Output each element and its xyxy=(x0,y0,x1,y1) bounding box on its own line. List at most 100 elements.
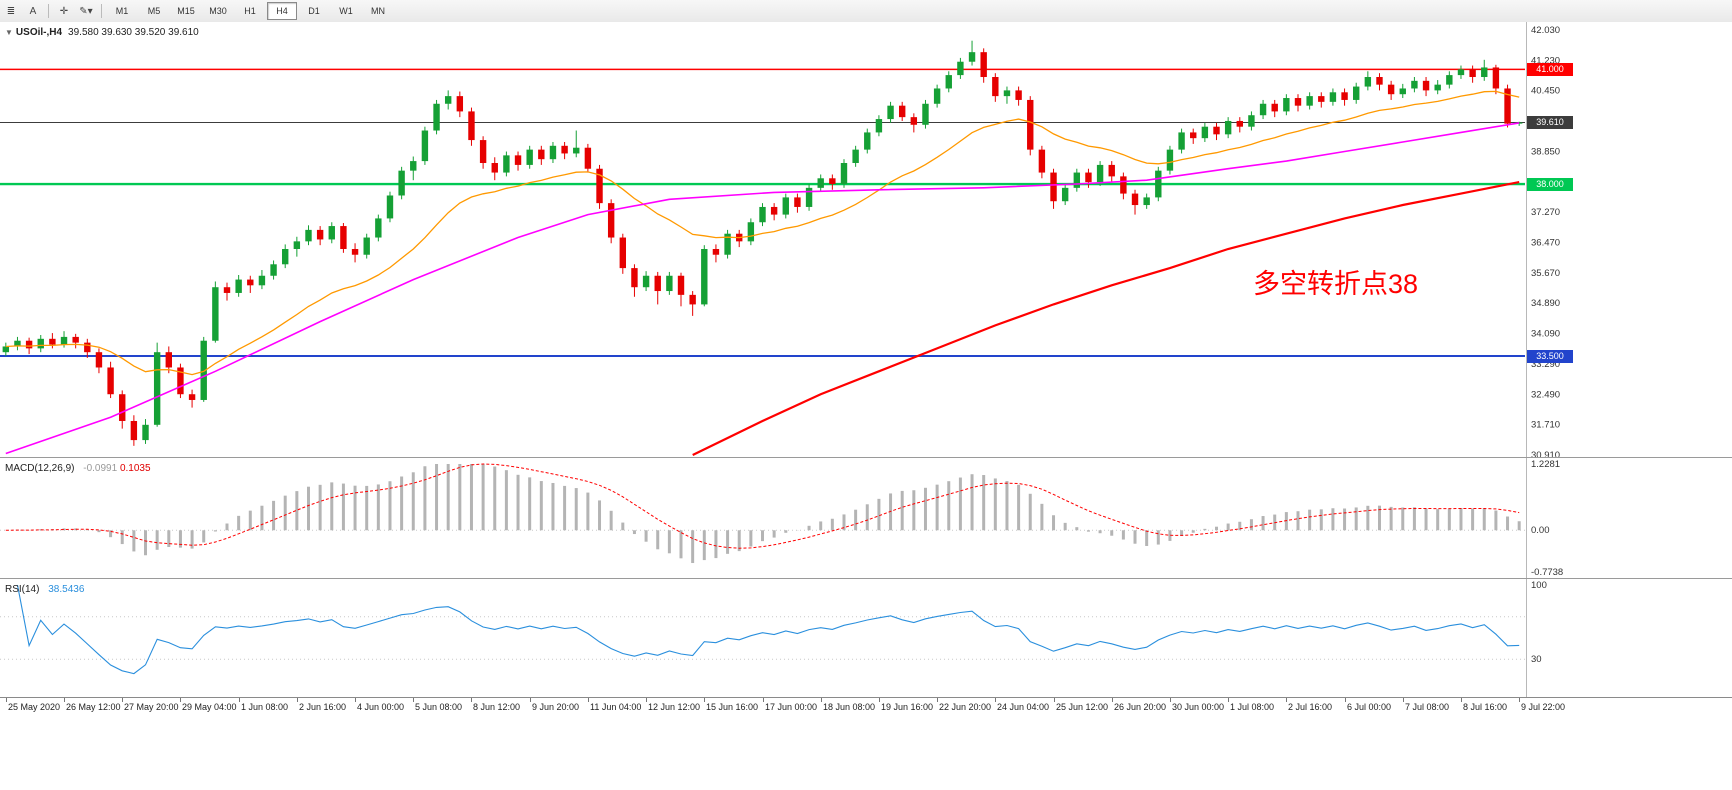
time-tick xyxy=(1403,698,1404,702)
timeframe-w1[interactable]: W1 xyxy=(339,6,353,16)
macd-label: MACD(12,26,9) xyxy=(5,463,75,474)
timeframe-m5[interactable]: M5 xyxy=(147,6,161,16)
macd-main-value: -0.0991 xyxy=(83,463,118,474)
time-tick xyxy=(180,698,181,702)
dropdown-caret-icon: ▾ xyxy=(87,5,93,17)
svg-text:42.030: 42.030 xyxy=(1531,25,1560,36)
macd-title: MACD(12,26,9) -0.0991 0.1035 xyxy=(5,463,151,474)
time-axis-label: 11 Jun 04:00 xyxy=(590,702,642,712)
time-axis-label: 15 Jun 16:00 xyxy=(706,702,759,712)
time-tick xyxy=(995,698,996,702)
time-tick xyxy=(588,698,589,702)
time-axis-label: 25 May 2020 xyxy=(8,702,61,712)
price-level-badge-resistance: 41.000 xyxy=(1527,62,1573,76)
time-tick xyxy=(821,698,822,702)
time-axis-label: 12 Jun 12:00 xyxy=(648,702,701,712)
macd-axis-zero: 0.00 xyxy=(1531,525,1550,537)
time-axis[interactable]: 25 May 2020 26 May 12:00 27 May 20:00 29 Ma… xyxy=(0,698,1732,720)
price-chart-panel: 42.03041.23040.45039.66038.85038.07037.2… xyxy=(0,22,1732,458)
cursor-tool-icon[interactable]: A xyxy=(29,5,37,17)
symbol-period-label: USOil-,H4 xyxy=(15,27,63,38)
time-axis-label: 26 May 12:00 xyxy=(66,702,121,712)
rsi-indicator-panel: RSI(14) 38.5436 100 30 xyxy=(0,579,1732,698)
macd-signal-value: 0.1035 xyxy=(119,463,151,474)
time-tick xyxy=(1228,698,1229,702)
time-axis-label: 24 Jun 04:00 xyxy=(997,702,1050,712)
crosshair-tool-icon[interactable]: ✛ xyxy=(59,5,69,17)
time-tick xyxy=(879,698,880,702)
timeframe-mn[interactable]: MN xyxy=(371,6,385,16)
time-axis-label: 26 Jun 20:00 xyxy=(1114,702,1167,712)
svg-text:34.090: 34.090 xyxy=(1531,328,1560,339)
timeframe-m15[interactable]: M15 xyxy=(177,6,195,16)
price-chart-canvas[interactable]: 42.03041.23040.45039.66038.85038.07037.2… xyxy=(0,22,1732,457)
time-tick xyxy=(239,698,240,702)
timeframe-h1[interactable]: H1 xyxy=(244,6,256,16)
timeframe-m30[interactable]: M30 xyxy=(209,6,227,16)
time-axis-label: 17 Jun 00:00 xyxy=(765,702,818,712)
svg-text:35.670: 35.670 xyxy=(1531,268,1560,279)
rsi-title: RSI(14) 38.5436 xyxy=(5,584,84,595)
svg-text:41.230: 41.230 xyxy=(1531,56,1560,67)
time-tick xyxy=(6,698,7,702)
svg-text:34.890: 34.890 xyxy=(1531,298,1560,309)
svg-text:37.270: 37.270 xyxy=(1531,207,1560,218)
time-axis-label: 9 Jun 20:00 xyxy=(532,702,580,712)
collapse-panel-icon[interactable]: ▼ xyxy=(5,28,13,37)
time-tick xyxy=(1345,698,1346,702)
toolbar-separator xyxy=(101,4,102,18)
chart-toolbar: ≣ A ✛ ✎ ▾ M1 M5 M15 M30 H1 H4 D1 W1 MN xyxy=(0,0,1732,23)
time-tick xyxy=(355,698,356,702)
time-axis-label: 6 Jul 00:00 xyxy=(1347,702,1392,712)
moving-averages-layer xyxy=(5,90,1520,456)
time-axis-label: 22 Jun 20:00 xyxy=(939,702,992,712)
time-tick xyxy=(1054,698,1055,702)
macd-axis-top: 1.2281 xyxy=(1531,459,1561,470)
time-tick xyxy=(1170,698,1171,702)
time-axis-label: 5 Jun 08:00 xyxy=(415,702,463,712)
rsi-canvas[interactable] xyxy=(0,579,1732,697)
rsi-value: 38.5436 xyxy=(48,584,85,595)
price-level-badge-support: 38.000 xyxy=(1527,177,1573,191)
macd-signal-line xyxy=(5,463,1520,549)
pencil-icon: ✎ xyxy=(79,5,88,17)
time-tick xyxy=(530,698,531,702)
macd-axis-bottom: -0.7738 xyxy=(1531,567,1564,578)
time-axis-label: 30 Jun 00:00 xyxy=(1172,702,1225,712)
timeframe-h4[interactable]: H4 xyxy=(267,2,297,20)
time-axis-label: 27 May 20:00 xyxy=(124,702,179,712)
time-tick xyxy=(413,698,414,702)
svg-text:36.470: 36.470 xyxy=(1531,238,1560,249)
rsi-axis-30: 30 xyxy=(1531,654,1542,666)
macd-indicator-panel: MACD(12,26,9) -0.0991 0.1035 1.2281 0.00… xyxy=(0,458,1732,579)
timeframe-m1[interactable]: M1 xyxy=(115,6,129,16)
chart-text-annotation[interactable]: 多空转折点38 xyxy=(1253,269,1419,299)
draw-tools-icon[interactable]: ✎ ▾ xyxy=(76,2,96,20)
time-axis-label: 8 Jun 12:00 xyxy=(473,702,521,712)
time-axis-label: 18 Jun 08:00 xyxy=(823,702,876,712)
toolbar-separator xyxy=(48,4,49,18)
svg-text:33.290: 33.290 xyxy=(1531,359,1560,370)
timeframe-d1[interactable]: D1 xyxy=(308,6,320,16)
time-axis-label: 1 Jun 08:00 xyxy=(241,702,289,712)
ohlc-values: 39.580 39.630 39.520 39.610 xyxy=(68,27,199,38)
time-tick xyxy=(937,698,938,702)
current-price-badge: 39.610 xyxy=(1527,115,1573,129)
time-axis-label: 9 Jul 22:00 xyxy=(1521,702,1566,712)
svg-text:30.910: 30.910 xyxy=(1531,450,1560,457)
time-tick xyxy=(471,698,472,702)
rsi-label: RSI(14) xyxy=(5,584,40,595)
svg-text:32.490: 32.490 xyxy=(1531,390,1560,401)
time-axis-label: 4 Jun 00:00 xyxy=(357,702,405,712)
time-tick xyxy=(1461,698,1462,702)
window-list-icon[interactable]: ≣ xyxy=(6,5,16,17)
time-tick xyxy=(704,698,705,702)
macd-canvas[interactable] xyxy=(0,458,1732,578)
svg-text:31.710: 31.710 xyxy=(1531,419,1560,430)
rsi-axis-100: 100 xyxy=(1531,580,1547,591)
time-tick xyxy=(1286,698,1287,702)
time-axis-label: 2 Jul 16:00 xyxy=(1288,702,1333,712)
time-tick xyxy=(1519,698,1520,702)
time-axis-label: 19 Jun 16:00 xyxy=(881,702,934,712)
